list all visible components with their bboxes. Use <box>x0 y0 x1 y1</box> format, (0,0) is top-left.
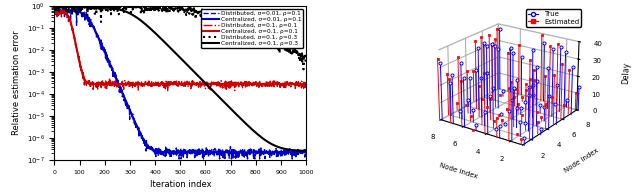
Centralized, σ=0.01, ρ=0.1 <box>162 151 170 153</box>
Distributed, σ=0.01, ρ=0.1 <box>224 151 232 153</box>
Distributed, σ=0.1, ρ=0.3 <box>224 16 232 18</box>
Centralized, σ=0.01, ρ=0.1 <box>247 151 255 153</box>
Distributed, σ=0.1, ρ=0.3 <box>153 4 161 7</box>
Centralized, σ=0.1, ρ=0.3 <box>162 42 170 44</box>
Legend: True, Estimated: True, Estimated <box>526 9 581 27</box>
Centralized, σ=0.1, ρ=0.1 <box>77 65 84 67</box>
Line: Centralized, σ=0.1, ρ=0.3: Centralized, σ=0.1, ρ=0.3 <box>54 7 306 151</box>
Distributed, σ=0.1, ρ=0.3 <box>77 8 84 11</box>
Centralized, σ=0.1, ρ=0.3 <box>247 127 255 129</box>
X-axis label: Node index: Node index <box>438 162 478 180</box>
Distributed, σ=0.1, ρ=0.3 <box>118 1 125 4</box>
Centralized, σ=0.1, ρ=0.1 <box>162 83 170 85</box>
Distributed, σ=0.01, ρ=0.1 <box>252 152 260 154</box>
Distributed, σ=0.01, ρ=0.1 <box>175 158 183 160</box>
Line: Distributed, σ=0.1, ρ=0.3: Distributed, σ=0.1, ρ=0.3 <box>54 2 306 69</box>
Centralized, σ=0.1, ρ=0.1 <box>51 11 58 14</box>
Centralized, σ=0.1, ρ=0.3 <box>77 6 84 8</box>
Distributed, σ=0.1, ρ=0.3 <box>302 59 310 61</box>
X-axis label: Iteration index: Iteration index <box>150 180 211 189</box>
Distributed, σ=0.1, ρ=0.3 <box>51 8 58 10</box>
Distributed, σ=0.01, ρ=0.1 <box>248 153 255 155</box>
Line: Distributed, σ=0.1, ρ=0.1: Distributed, σ=0.1, ρ=0.1 <box>54 9 306 91</box>
Distributed, σ=0.01, ρ=0.1 <box>77 10 84 12</box>
Legend: Distributed, σ=0.01, ρ=0.1, Centralized, σ=0.01, ρ=0.1, Distributed, σ=0.1, ρ=0.: Distributed, σ=0.01, ρ=0.1, Centralized,… <box>200 9 303 48</box>
Y-axis label: Relative estimation error: Relative estimation error <box>12 31 21 135</box>
Distributed, σ=0.1, ρ=0.1 <box>90 90 97 92</box>
Distributed, σ=0.1, ρ=0.1 <box>77 66 84 68</box>
Centralized, σ=0.01, ρ=0.1 <box>51 10 58 12</box>
Distributed, σ=0.1, ρ=0.1 <box>248 83 255 85</box>
Centralized, σ=0.1, ρ=0.1 <box>247 83 255 85</box>
Centralized, σ=0.01, ρ=0.1 <box>152 150 160 152</box>
Distributed, σ=0.1, ρ=0.1 <box>57 8 65 11</box>
Distributed, σ=0.1, ρ=0.1 <box>252 79 260 82</box>
Distributed, σ=0.01, ρ=0.1 <box>162 146 170 148</box>
Centralized, σ=0.01, ρ=0.1 <box>297 151 305 153</box>
Distributed, σ=0.1, ρ=0.3 <box>162 6 170 9</box>
Centralized, σ=0.01, ρ=0.1 <box>302 151 310 153</box>
Distributed, σ=0.01, ρ=0.1 <box>153 152 161 154</box>
Distributed, σ=0.1, ρ=0.3 <box>247 28 255 31</box>
Line: Centralized, σ=0.01, ρ=0.1: Centralized, σ=0.01, ρ=0.1 <box>54 11 306 152</box>
Centralized, σ=0.01, ρ=0.1 <box>77 11 84 14</box>
Distributed, σ=0.01, ρ=0.1 <box>302 152 310 154</box>
Distributed, σ=0.1, ρ=0.3 <box>252 32 259 34</box>
Distributed, σ=0.1, ρ=0.1 <box>224 85 232 87</box>
Line: Distributed, σ=0.01, ρ=0.1: Distributed, σ=0.01, ρ=0.1 <box>54 5 306 159</box>
Centralized, σ=0.1, ρ=0.3 <box>223 104 231 107</box>
Distributed, σ=0.1, ρ=0.1 <box>162 80 170 82</box>
Centralized, σ=0.1, ρ=0.3 <box>302 150 310 152</box>
Y-axis label: Node index: Node index <box>564 147 600 174</box>
Centralized, σ=0.1, ρ=0.1 <box>224 83 232 85</box>
Centralized, σ=0.01, ρ=0.1 <box>252 151 259 153</box>
Centralized, σ=0.1, ρ=0.1 <box>252 83 259 85</box>
Centralized, σ=0.1, ρ=0.1 <box>150 83 157 85</box>
Centralized, σ=0.1, ρ=0.3 <box>252 131 259 134</box>
Centralized, σ=0.1, ρ=0.3 <box>51 6 58 8</box>
Distributed, σ=0.1, ρ=0.3 <box>300 68 307 71</box>
Distributed, σ=0.01, ρ=0.1 <box>51 9 58 11</box>
Centralized, σ=0.1, ρ=0.3 <box>152 33 160 35</box>
Centralized, σ=0.01, ρ=0.1 <box>223 151 231 153</box>
Distributed, σ=0.1, ρ=0.1 <box>302 81 310 83</box>
Centralized, σ=0.1, ρ=0.1 <box>153 83 161 85</box>
Line: Centralized, σ=0.1, ρ=0.1: Centralized, σ=0.1, ρ=0.1 <box>54 12 306 84</box>
Distributed, σ=0.1, ρ=0.1 <box>51 11 58 13</box>
Distributed, σ=0.1, ρ=0.1 <box>153 82 161 85</box>
Centralized, σ=0.1, ρ=0.1 <box>302 83 310 85</box>
Distributed, σ=0.01, ρ=0.1 <box>61 4 69 7</box>
